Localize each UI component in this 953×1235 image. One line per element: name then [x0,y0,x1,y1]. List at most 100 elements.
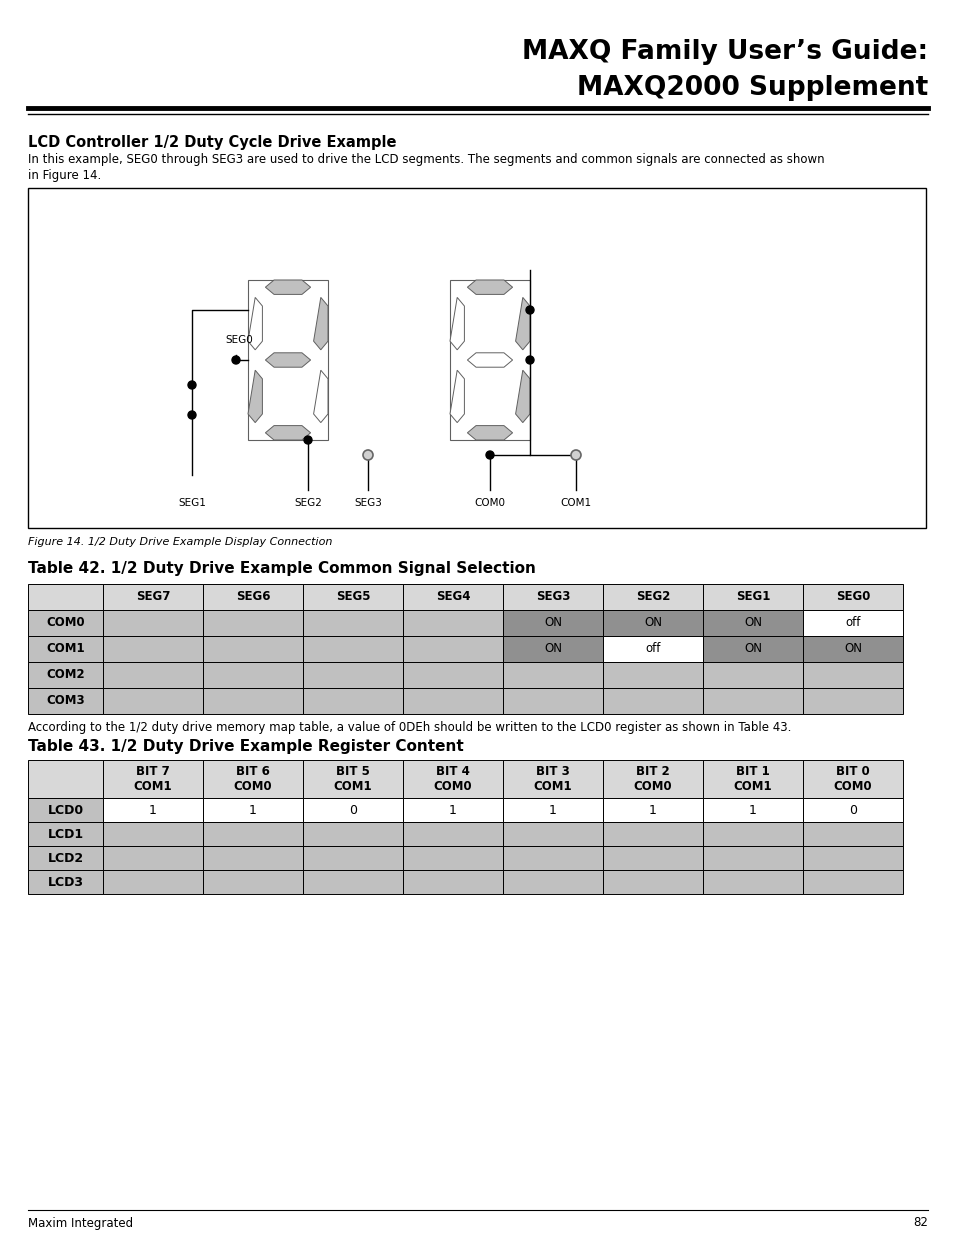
Text: SEG1: SEG1 [178,498,206,508]
Text: LCD0: LCD0 [48,804,84,816]
Text: LCD1: LCD1 [48,827,84,841]
Bar [602,760,702,798]
Bar [103,760,203,798]
Bar [402,823,502,846]
Bar [303,662,402,688]
Text: in Figure 14.: in Figure 14. [28,168,101,182]
Bar [802,610,902,636]
Bar [802,662,902,688]
Bar [402,662,502,688]
Text: 1: 1 [249,804,256,816]
Text: LCD Controller 1/2 Duty Cycle Drive Example: LCD Controller 1/2 Duty Cycle Drive Exam… [28,135,396,149]
Bar [203,846,303,869]
Bar [602,662,702,688]
Text: MAXQ Family User’s Guide:: MAXQ Family User’s Guide: [521,40,927,65]
Polygon shape [450,370,464,422]
Text: 82: 82 [912,1216,927,1230]
Bar [402,846,502,869]
Text: SEG6: SEG6 [235,590,270,604]
Text: off: off [644,642,660,656]
Text: SEG3: SEG3 [536,590,570,604]
Text: Maxim Integrated: Maxim Integrated [28,1216,133,1230]
Circle shape [485,451,494,459]
Bar [103,636,203,662]
Polygon shape [265,426,311,440]
Bar [502,584,602,610]
Bar [702,846,802,869]
Circle shape [525,356,534,364]
Circle shape [363,450,373,459]
Text: SEG1: SEG1 [735,590,769,604]
Text: COM2: COM2 [46,668,85,682]
Bar [203,688,303,714]
Bar [502,636,602,662]
Circle shape [188,382,195,389]
Text: ON: ON [543,616,561,630]
Bar [602,823,702,846]
Text: Figure 14. 1/2 Duty Drive Example Display Connection: Figure 14. 1/2 Duty Drive Example Displa… [28,537,332,547]
Text: SEG5: SEG5 [335,590,370,604]
Bar [103,846,203,869]
Polygon shape [515,298,530,350]
Text: off: off [844,616,860,630]
Bar [702,584,802,610]
Text: According to the 1/2 duty drive memory map table, a value of 0DEh should be writ: According to the 1/2 duty drive memory m… [28,721,791,735]
Bar [203,823,303,846]
Bar [702,610,802,636]
Text: BIT 1
COM1: BIT 1 COM1 [733,764,772,793]
Circle shape [188,411,195,419]
Bar [303,610,402,636]
Bar [303,798,402,823]
Bar [502,610,602,636]
Bar [303,636,402,662]
Bar [28,188,925,529]
Bar [28,869,103,894]
Bar [303,869,402,894]
Bar [702,869,802,894]
Text: LCD3: LCD3 [48,876,84,888]
Bar [502,823,602,846]
Bar [402,688,502,714]
Text: SEG7: SEG7 [135,590,170,604]
Text: COM1: COM1 [46,642,85,656]
Polygon shape [314,298,328,350]
Bar [502,688,602,714]
Bar [702,636,802,662]
Text: COM1: COM1 [559,498,591,508]
Text: SEG0: SEG0 [225,335,253,345]
Bar [303,584,402,610]
Bar [802,823,902,846]
Text: ON: ON [743,642,761,656]
Bar [702,662,802,688]
Bar [203,869,303,894]
Bar [802,584,902,610]
Bar [402,584,502,610]
Bar [303,846,402,869]
Polygon shape [248,298,262,350]
Bar [103,869,203,894]
Bar [28,636,103,662]
Bar [103,610,203,636]
Bar [502,798,602,823]
Circle shape [571,450,580,459]
Bar [450,280,530,440]
Bar [602,846,702,869]
Bar [402,798,502,823]
Text: COM0: COM0 [46,616,85,630]
Bar [602,636,702,662]
Text: BIT 7
COM1: BIT 7 COM1 [133,764,172,793]
Bar [602,584,702,610]
Polygon shape [265,280,311,294]
Bar [602,688,702,714]
Bar [28,610,103,636]
Bar [702,760,802,798]
Text: SEG0: SEG0 [835,590,869,604]
Text: 1: 1 [449,804,456,816]
Text: BIT 5
COM1: BIT 5 COM1 [334,764,372,793]
Text: ON: ON [643,616,661,630]
Bar [303,688,402,714]
Bar [203,662,303,688]
Bar [402,760,502,798]
Bar [502,846,602,869]
Text: MAXQ2000 Supplement: MAXQ2000 Supplement [577,75,927,101]
